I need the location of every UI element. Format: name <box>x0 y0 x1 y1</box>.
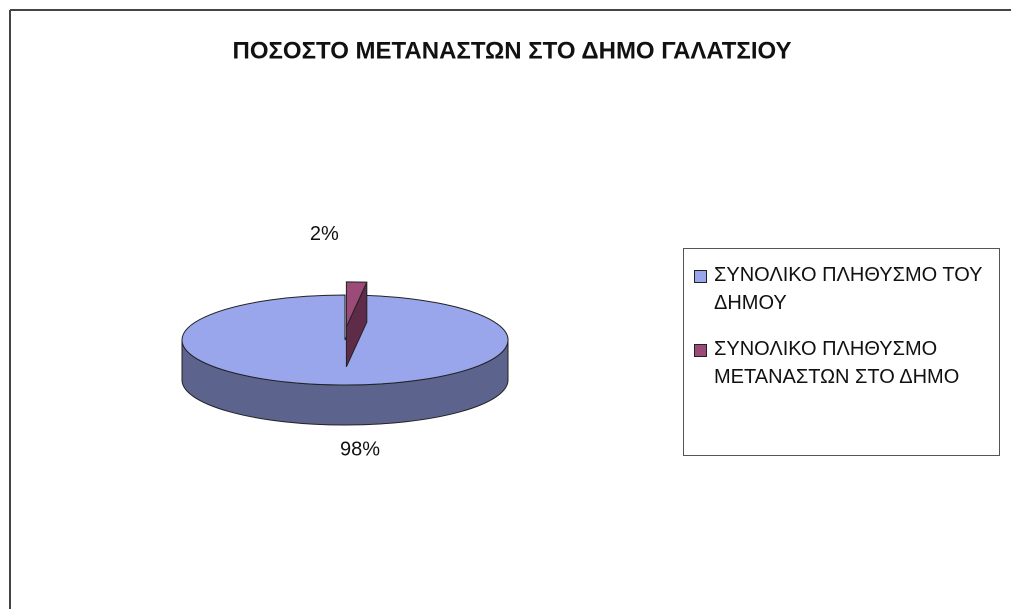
legend-swatch <box>694 270 707 283</box>
legend: ΣΥΝΟΛΙΚΟ ΠΛΗΘΥΣΜΟ ΤΟΥ ΔΗΜΟΥ ΣΥΝΟΛΙΚΟ ΠΛΗΘ… <box>683 248 1000 456</box>
pie-slice <box>181 294 509 386</box>
data-label: 98% <box>340 438 380 460</box>
chart-title: ΠΟΣΟΣΤΟ ΜΕΤΑΝΑΣΤΩΝ ΣΤΟ ΔΗΜΟ ΓΑΛΑΤΣΙΟΥ <box>233 37 792 64</box>
legend-entry: ΣΥΝΟΛΙΚΟ ΠΛΗΘΥΣΜΟ ΜΕΤΑΝΑΣΤΩΝ ΣΤΟ ΔΗΜΟ <box>690 335 993 391</box>
legend-swatch <box>694 344 707 357</box>
pie-slice <box>345 281 368 328</box>
data-label: 2% <box>310 223 339 245</box>
legend-label: ΣΥΝΟΛΙΚΟ ΠΛΗΘΥΣΜΟ ΜΕΤΑΝΑΣΤΩΝ ΣΤΟ ΔΗΜΟ <box>714 338 960 388</box>
legend-entry: ΣΥΝΟΛΙΚΟ ΠΛΗΘΥΣΜΟ ΤΟΥ ΔΗΜΟΥ <box>690 261 993 317</box>
legend-label: ΣΥΝΟΛΙΚΟ ΠΛΗΘΥΣΜΟ ΤΟΥ ΔΗΜΟΥ <box>714 264 983 314</box>
